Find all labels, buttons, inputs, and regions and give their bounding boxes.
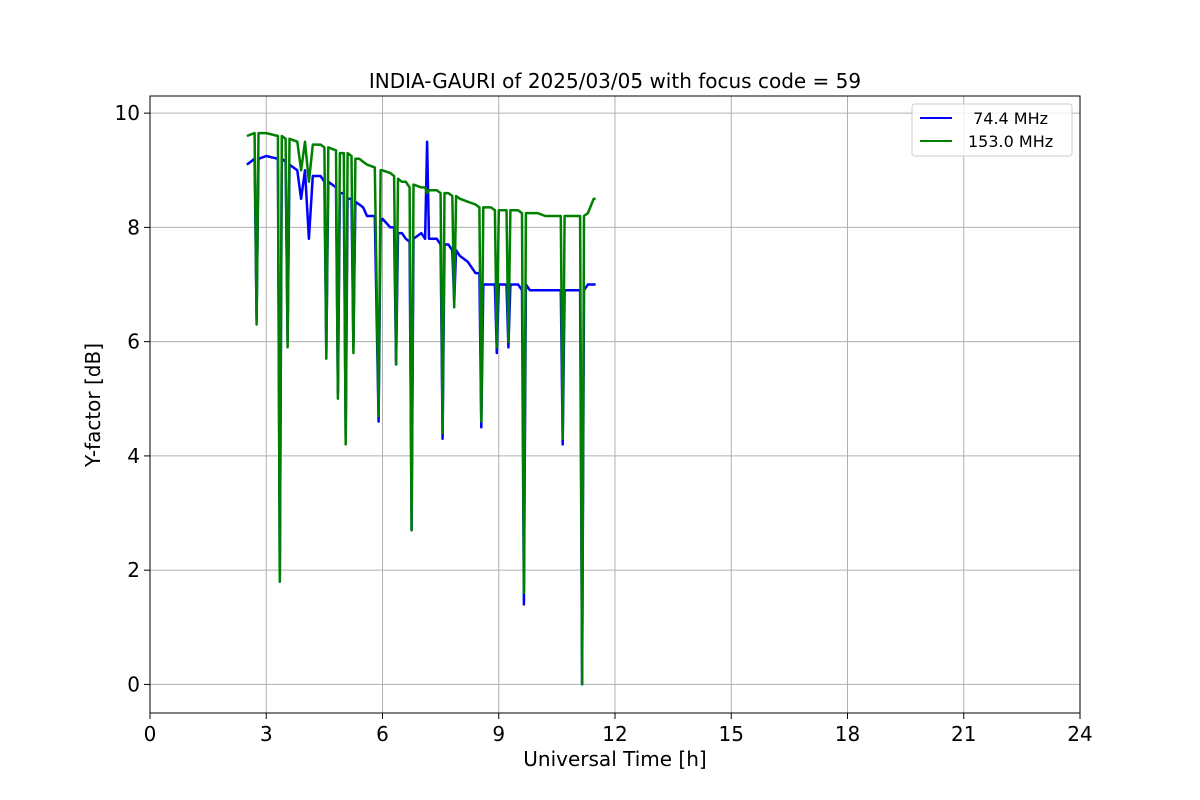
y-tick-label: 6	[127, 330, 140, 354]
y-tick-label: 0	[127, 672, 140, 696]
series-lines	[246, 131, 596, 686]
x-tick-label: 12	[602, 722, 627, 746]
x-tick-label: 0	[144, 722, 157, 746]
x-tick-label: 24	[1067, 722, 1092, 746]
x-tick-label: 9	[492, 722, 505, 746]
x-axis-label: Universal Time [h]	[523, 747, 706, 771]
y-tick-label: 8	[127, 215, 140, 239]
x-tick-label: 15	[719, 722, 744, 746]
legend-label-153-0-mhz: 153.0 MHz	[968, 132, 1053, 151]
y-tick-label: 4	[127, 444, 140, 468]
x-tick-label: 21	[951, 722, 976, 746]
x-tick-label: 18	[835, 722, 860, 746]
y-tick-label: 2	[127, 558, 140, 582]
x-tick-label: 3	[260, 722, 273, 746]
x-tick-label: 6	[376, 722, 389, 746]
legend: 74.4 MHz 153.0 MHz	[911, 103, 1073, 157]
legend-label-74-4-mhz: 74.4 MHz	[968, 109, 1048, 128]
y-tick-label: 10	[115, 101, 140, 125]
y-axis-label: Y-factor [dB]	[81, 343, 105, 468]
series-line-153-0-mhz	[246, 131, 596, 686]
chart-title: INDIA-GAURI of 2025/03/05 with focus cod…	[369, 69, 861, 93]
